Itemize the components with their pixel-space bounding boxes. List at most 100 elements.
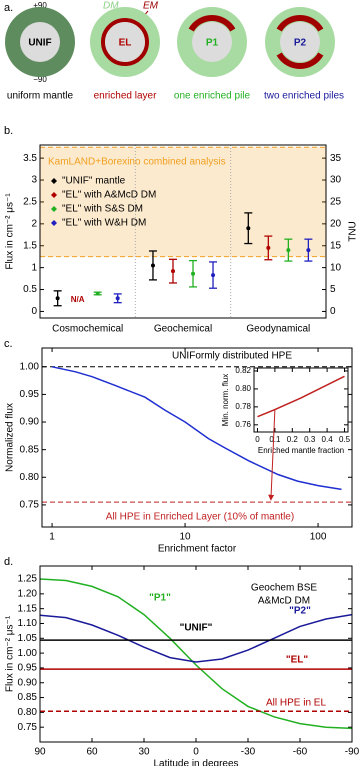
legend-marker — [51, 178, 57, 184]
core — [105, 22, 145, 62]
legend-marker — [51, 220, 57, 226]
panel-a: a. +90 −90 UNIF DM EM EL P1 P2 uniform m… — [4, 1, 344, 102]
panel-label: b. — [4, 125, 13, 137]
series-label: "P2" — [289, 606, 311, 617]
core — [280, 22, 320, 62]
enriched-pile — [276, 52, 324, 69]
x-tick-label: 0.3 — [304, 435, 316, 444]
reference-label: UNIFormly distributed HPE — [172, 351, 292, 362]
category-label: Cosmochemical — [52, 324, 123, 335]
enriched-pile — [188, 15, 236, 32]
legend-marker — [51, 206, 57, 212]
x-tick-label: 0.5 — [339, 435, 351, 444]
y-tick-label: 0.78 — [235, 402, 251, 411]
enriched-layer — [101, 18, 149, 66]
x-tick-label: 0.4 — [322, 435, 334, 444]
data-line — [257, 375, 345, 418]
data-line — [51, 366, 342, 491]
y2-tick-label: 25 — [330, 197, 342, 208]
x-tick-label: 0.1 — [269, 435, 281, 444]
y-tick-label: 0.90 — [18, 677, 38, 688]
legend-label: "EL" with W&H DM — [62, 218, 146, 229]
data-point — [55, 296, 60, 301]
plot-frame — [253, 367, 349, 433]
caption: enriched layer — [94, 91, 157, 102]
dm-label: DM — [103, 1, 119, 12]
y-tick-label: 0.95 — [20, 389, 40, 400]
y-tick-label: 1.00 — [20, 361, 40, 372]
category-label: Geochemical — [154, 324, 212, 335]
y-axis-label: Min. norm. flux — [221, 374, 230, 426]
model-label: P2 — [294, 38, 307, 49]
y2-axis-label: TNU — [348, 221, 359, 242]
data-line — [39, 613, 353, 663]
data-line — [39, 578, 353, 730]
missing-label: N/A — [71, 295, 85, 304]
y-tick-label: 1.20 — [18, 588, 38, 599]
y-tick-label: 0 — [31, 306, 37, 317]
x-tick-label: 0 — [193, 747, 199, 758]
x-tick-label: 1 — [49, 532, 55, 543]
data-point — [286, 248, 291, 253]
x-tick-label: -90 — [345, 747, 360, 758]
y-tick-label: 2.5 — [23, 197, 37, 208]
y-tick-label: 1.5 — [23, 240, 37, 251]
y-tick-label: 0.80 — [20, 472, 40, 483]
model-label: EL — [119, 38, 132, 49]
pointer-arrow — [268, 409, 276, 501]
caption: one enriched pile — [174, 91, 251, 102]
x-tick-label: 90 — [34, 747, 46, 758]
caption: uniform mantle — [7, 91, 74, 102]
y-tick-label: 0.5 — [23, 284, 37, 295]
x-axis-label: Latitude in degrees — [153, 759, 238, 766]
series-label: "P1" — [149, 593, 171, 604]
plot-frame — [39, 144, 327, 319]
x-tick-label: -60 — [293, 747, 308, 758]
legend-label: "EL" with A&McD DM — [62, 190, 156, 201]
legend-marker — [51, 192, 57, 198]
data-point — [266, 245, 271, 250]
y2-tick-label: 35 — [330, 153, 342, 164]
north-label: +90 — [33, 1, 47, 10]
x-axis-label: Enrichment factor — [158, 544, 237, 555]
y-tick-label: 1 — [31, 262, 37, 273]
data-point — [170, 269, 175, 274]
y-tick-label: 1.15 — [18, 603, 38, 614]
x-tick-label: 0.2 — [287, 435, 299, 444]
south-label: −90 — [33, 75, 47, 84]
data-point — [95, 291, 100, 296]
panel-label: d. — [4, 556, 13, 568]
y-tick-label: 0.75 — [18, 722, 38, 733]
y-tick-label: 0.85 — [20, 444, 40, 455]
data-point — [246, 226, 251, 231]
data-point — [115, 296, 120, 301]
legend-label: "UNIF" mantle — [62, 176, 126, 187]
x-tick-label: 10 — [179, 532, 191, 543]
y-tick-label: 3 — [31, 175, 37, 186]
inset-background — [254, 368, 348, 432]
core — [192, 22, 232, 62]
plot-frame — [39, 565, 353, 743]
y-tick-label: 0.85 — [18, 692, 38, 703]
data-point — [150, 263, 155, 268]
series-label: "EL" — [286, 655, 309, 666]
core — [20, 22, 60, 62]
plot-frame — [41, 347, 353, 528]
x-tick-label: 30 — [138, 747, 150, 758]
y-tick-label: 1.00 — [18, 648, 38, 659]
band — [40, 147, 326, 257]
x-tick-label: 0 — [255, 435, 260, 444]
y-axis-label: Flux in cm⁻² μs⁻¹ — [5, 193, 16, 270]
y-axis-label: Flux in cm⁻² μs⁻¹ — [5, 615, 16, 692]
y-tick-label: 0.75 — [20, 500, 40, 511]
y2-tick-label: 5 — [330, 284, 336, 295]
y-tick-label: 0.76 — [235, 420, 251, 429]
y-tick-label: 2 — [31, 218, 37, 229]
data-point — [191, 271, 196, 276]
model-label: UNIF — [28, 38, 51, 49]
y2-tick-label: 0 — [330, 306, 336, 317]
data-point — [306, 248, 311, 253]
y-tick-label: 1.05 — [18, 633, 38, 644]
y-tick-label: 0.95 — [18, 663, 38, 674]
